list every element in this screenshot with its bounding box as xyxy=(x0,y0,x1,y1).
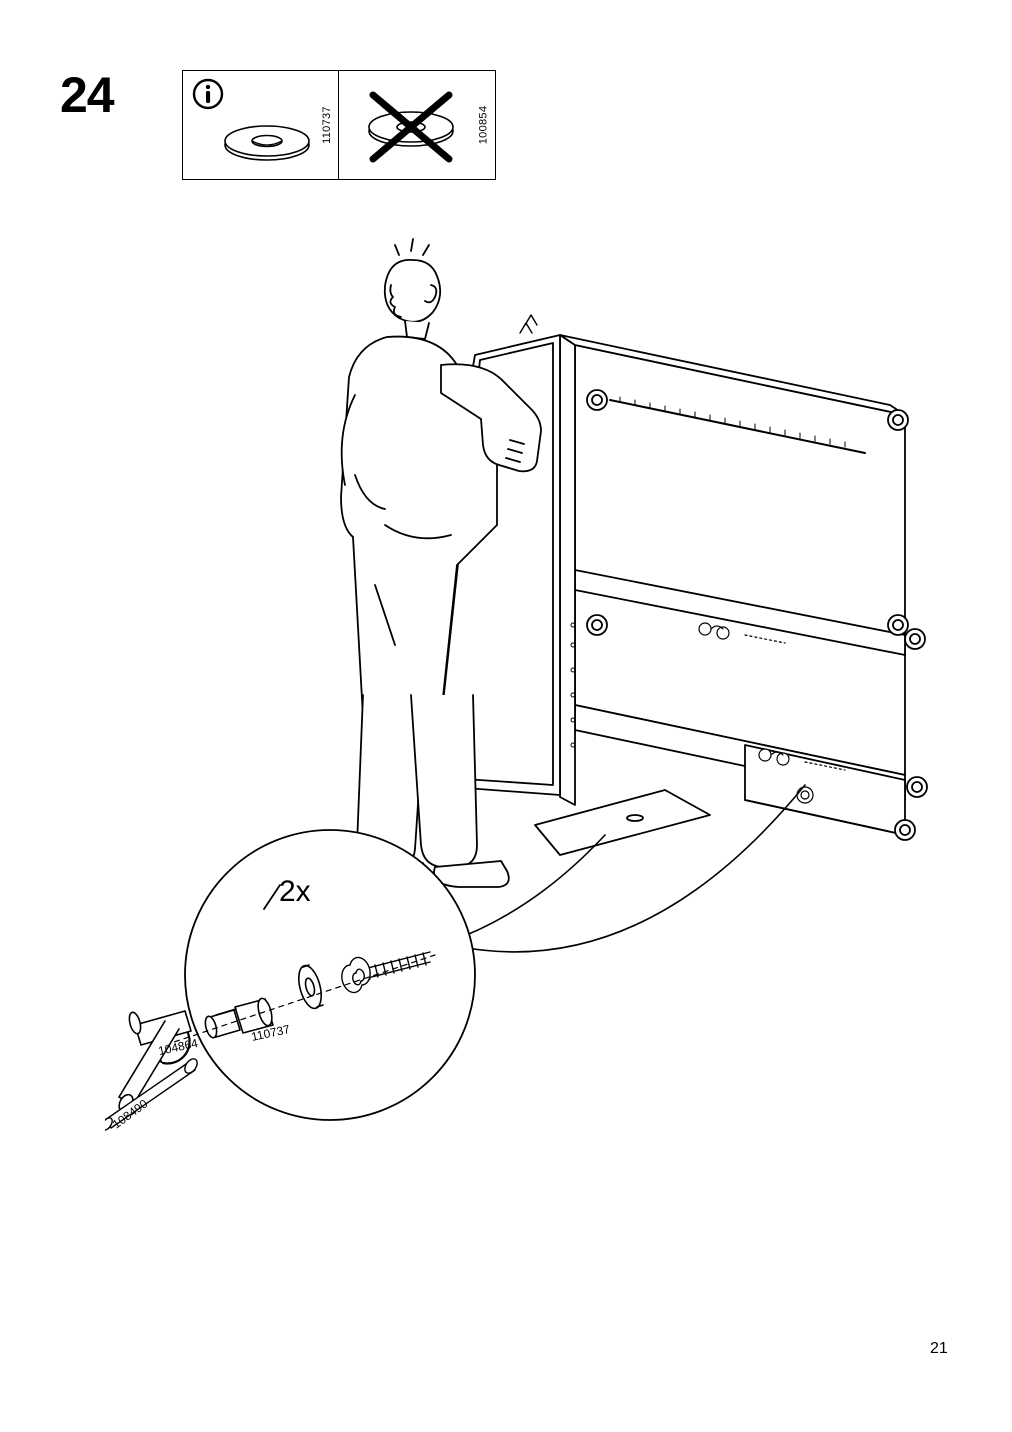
info-part-selection: 110737 100854 xyxy=(182,70,496,180)
washer-illustration xyxy=(217,113,317,173)
info-icon xyxy=(191,77,225,111)
info-card-correct-part: 110737 xyxy=(182,70,339,180)
page-number: 21 xyxy=(930,1340,948,1358)
info-card-wrong-part: 100854 xyxy=(339,70,496,180)
main-assembly-illustration xyxy=(105,225,935,1145)
step-number: 24 xyxy=(60,66,114,124)
assembly-instruction-page: 24 110737 xyxy=(0,0,1012,1432)
part-number-label: 100854 xyxy=(478,106,490,145)
part-number-label: 110737 xyxy=(321,106,333,144)
detail-quantity-label: 2x xyxy=(279,875,311,909)
assembly-svg xyxy=(105,225,935,1145)
crossed-washer-illustration xyxy=(351,77,471,177)
